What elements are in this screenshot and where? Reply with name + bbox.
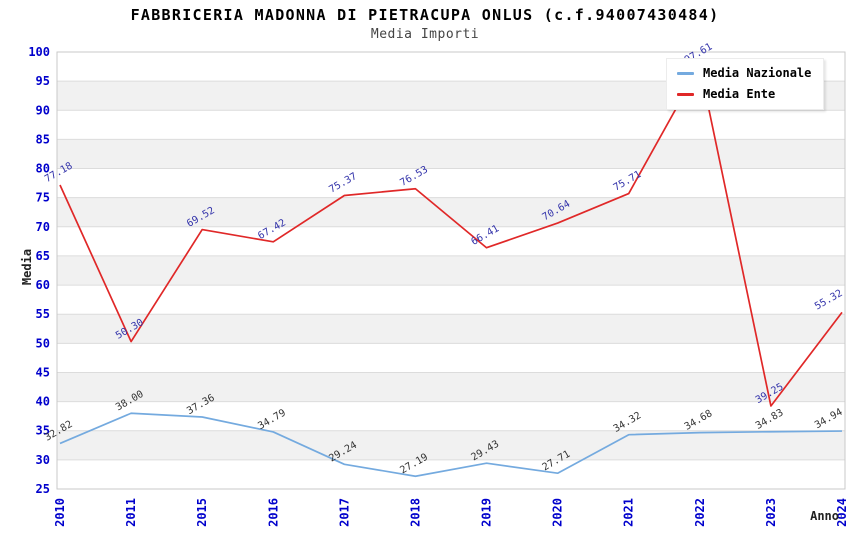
plot-border <box>56 51 846 490</box>
plot-band <box>57 430 845 460</box>
plot-band <box>57 226 845 256</box>
y-tick-label: 25 <box>36 482 50 496</box>
y-tick-label: 95 <box>36 74 50 88</box>
y-tick-label: 55 <box>36 307 50 321</box>
x-tick-label: 2024 <box>835 498 849 527</box>
y-tick-label: 75 <box>36 191 50 205</box>
x-axis-title: Anno <box>810 509 839 523</box>
x-tick-label: 2023 <box>764 498 778 527</box>
x-tick-label: 2019 <box>480 498 494 527</box>
y-tick-label: 50 <box>36 336 50 350</box>
x-tick-label: 2015 <box>195 498 209 527</box>
y-tick-label: 60 <box>36 278 50 292</box>
x-tick-label: 2021 <box>622 498 636 527</box>
plot-band <box>57 255 845 286</box>
x-tick-label: 2016 <box>266 498 280 527</box>
y-tick-label: 45 <box>36 365 50 379</box>
legend: Media Nazionale Media Ente <box>666 58 825 110</box>
y-tick-label: 80 <box>36 162 50 176</box>
plot-band <box>57 110 845 140</box>
legend-item-media-nazionale: Media Nazionale <box>677 66 811 80</box>
y-tick-label: 65 <box>36 249 50 263</box>
y-tick-label: 85 <box>36 132 50 146</box>
x-tick-label: 2017 <box>337 498 351 527</box>
plot-band <box>57 168 845 198</box>
y-tick-label: 100 <box>28 45 50 59</box>
y-tick-label: 40 <box>36 395 50 409</box>
legend-item-media-ente: Media Ente <box>677 87 811 101</box>
media-ente-line <box>59 65 843 407</box>
legend-label: Media Ente <box>703 87 776 101</box>
media-nazionale-line <box>59 412 843 478</box>
plot-band <box>57 372 845 402</box>
chart-subtitle: Media Importi <box>370 27 480 42</box>
plot-band <box>57 285 845 315</box>
x-tick-label: 2020 <box>551 498 565 527</box>
y-tick-label: 90 <box>36 103 50 117</box>
chart-title: FABBRICERIA MADONNA DI PIETRACUPA ONLUS … <box>130 6 720 24</box>
x-tick-label: 2018 <box>408 498 422 527</box>
y-axis-title: Media <box>20 248 34 286</box>
plot-band <box>57 459 845 489</box>
plot-band <box>57 197 845 227</box>
x-tick-label: 2011 <box>124 498 138 527</box>
x-tick-label: 2022 <box>693 498 707 527</box>
media-nazionale-line-swatch-icon <box>677 71 694 75</box>
plot-band <box>57 314 845 344</box>
y-tick-label: 35 <box>36 424 50 438</box>
legend-label: Media Nazionale <box>703 66 812 80</box>
media-ente-line-swatch-icon <box>677 92 694 96</box>
plot-band <box>57 139 845 169</box>
plot-band <box>57 343 845 373</box>
y-tick-label: 30 <box>36 453 50 467</box>
x-tick-label: 2010 <box>53 498 67 527</box>
y-tick-label: 70 <box>36 220 50 234</box>
